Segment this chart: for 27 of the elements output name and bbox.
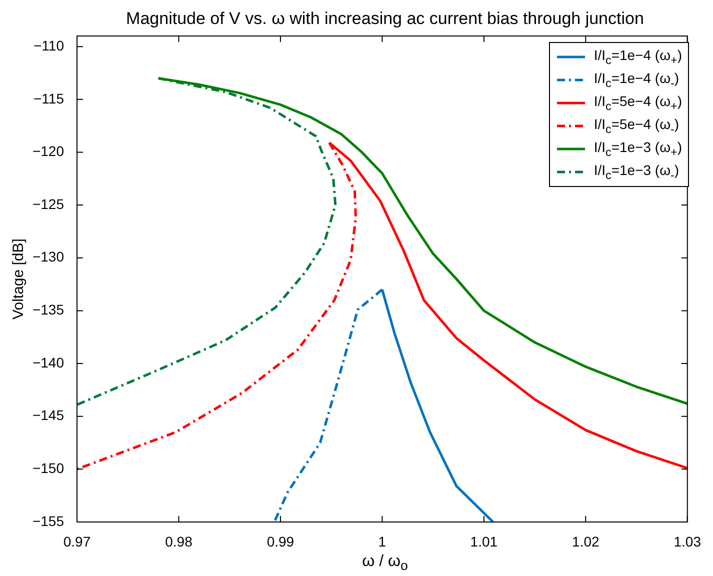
y-tick-label: −115 <box>34 90 64 106</box>
y-axis-title: Voltage [dB] <box>10 238 28 320</box>
line-series <box>77 77 337 406</box>
y-tick-label: −155 <box>32 512 64 529</box>
x-tick-label: 0.97 <box>63 533 91 550</box>
x-axis-title: ω / ω$_{o}$ <box>361 553 409 574</box>
x-tick-label: 1.02 <box>572 533 600 550</box>
y-tick-label: −145 <box>32 407 64 424</box>
y-tick-label: −140 <box>32 354 64 370</box>
x-tick-label: 0.98 <box>165 533 193 550</box>
y-tick-label: −130 <box>32 248 64 265</box>
y-tick-label: −120 <box>32 143 64 160</box>
x-tick-label: 1 <box>378 533 386 550</box>
x-tick-label: 1.03 <box>674 533 702 550</box>
legend-label: I/I$_{c}$=5e−4 (ω$_{-}$) <box>594 116 680 136</box>
y-tick-label: −110 <box>34 37 64 54</box>
y-tick-label: −150 <box>32 460 64 476</box>
x-tick-label: 1.01 <box>470 533 498 550</box>
legend-label: I/I$_{c}$=1e−3 (ω$_{-}$) <box>594 162 680 182</box>
y-tick-label: −125 <box>32 196 64 212</box>
legend-label: I/I$_{c}$=1e−4 (ω$_{+}$) <box>594 46 682 66</box>
legend-label: I/I$_{c}$=5e−4 (ω$_{+}$) <box>594 92 682 112</box>
chart-title: Magnitude of V vs. ω with increasing ac current bias through junction <box>125 9 645 29</box>
x-tick-label: 0.99 <box>266 533 294 550</box>
legend-label: I/I$_{c}$=1e−3 (ω$_{+}$) <box>594 138 682 158</box>
legend-label: I/I$_{c}$=1e−4 (ω$_{-}$) <box>594 70 680 90</box>
y-tick-label: −135 <box>32 302 64 318</box>
